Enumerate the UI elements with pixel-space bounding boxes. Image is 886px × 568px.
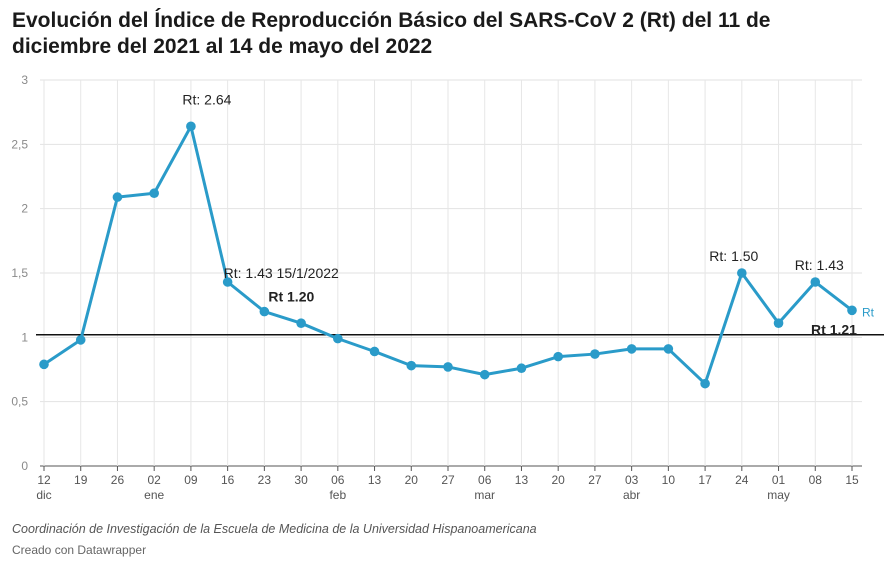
x-month-label: dic bbox=[36, 488, 51, 502]
x-tick-label: 20 bbox=[552, 473, 566, 487]
data-point bbox=[186, 121, 196, 132]
x-axis: 12 19 26 02 09 16 23 30 06 13 20 27 06 13 20 27 03 10 17 24… bbox=[36, 466, 859, 502]
x-month-label: abr bbox=[623, 488, 640, 502]
annotation-layer: Rt Rt: 2.64 Rt: 1.43 15/1/2022 Rt 1.20 Rt: 1… bbox=[182, 91, 874, 337]
x-tick-label: 06 bbox=[331, 473, 345, 487]
y-axis: 0 0,5 1 1,5 2 2,5 3 bbox=[11, 73, 28, 473]
x-tick-label: 13 bbox=[368, 473, 382, 487]
data-annotation: Rt: 1.43 bbox=[795, 257, 844, 273]
data-point bbox=[259, 306, 270, 317]
data-point bbox=[700, 378, 710, 389]
x-tick-label: 10 bbox=[662, 473, 676, 487]
data-point bbox=[810, 277, 821, 287]
x-month-label: ene bbox=[144, 488, 164, 502]
data-annotation: Rt: 1.50 bbox=[709, 248, 758, 264]
x-tick-label: 01 bbox=[772, 473, 786, 487]
data-annotation: Rt: 2.64 bbox=[182, 91, 231, 107]
x-tick-label: 26 bbox=[111, 473, 125, 487]
data-point bbox=[516, 363, 527, 374]
x-month-label: may bbox=[767, 488, 790, 502]
grid-layer bbox=[40, 79, 862, 467]
x-tick-label: 27 bbox=[588, 473, 602, 487]
x-tick-label: 16 bbox=[221, 473, 235, 487]
y-tick-label: 3 bbox=[21, 73, 28, 87]
credit-note: Creado con Datawrapper bbox=[12, 543, 147, 557]
y-tick-label: 2 bbox=[21, 202, 28, 216]
x-tick-label: 23 bbox=[258, 473, 272, 487]
data-point bbox=[847, 305, 857, 316]
x-tick-label: 17 bbox=[698, 473, 712, 487]
x-tick-label: 19 bbox=[74, 473, 88, 487]
x-tick-label: 03 bbox=[625, 473, 639, 487]
source-note: Coordinación de Investigación de la Escu… bbox=[12, 522, 537, 536]
y-tick-label: 1,5 bbox=[11, 266, 28, 280]
data-annotation: Rt: 1.43 15/1/2022 bbox=[224, 265, 339, 281]
x-tick-label: 02 bbox=[148, 473, 162, 487]
data-point bbox=[663, 344, 674, 354]
data-point bbox=[406, 360, 417, 371]
data-point bbox=[626, 344, 637, 354]
data-point bbox=[553, 351, 563, 362]
data-annotation: Rt 1.21 bbox=[811, 321, 857, 337]
data-point bbox=[112, 192, 123, 202]
x-tick-label: 24 bbox=[735, 473, 749, 487]
y-tick-label: 2,5 bbox=[11, 137, 28, 151]
x-tick-label: 08 bbox=[809, 473, 823, 487]
data-point bbox=[443, 362, 453, 372]
y-tick-label: 1 bbox=[21, 330, 28, 344]
x-tick-label: 09 bbox=[184, 473, 198, 487]
data-point bbox=[773, 318, 784, 328]
chart-title: Evolución del Índice de Reproducción Bás… bbox=[12, 9, 771, 58]
series-end-label: Rt bbox=[862, 305, 875, 319]
x-month-label: feb bbox=[329, 488, 346, 502]
data-point bbox=[479, 369, 490, 380]
x-month-label: mar bbox=[474, 488, 495, 502]
x-tick-label: 15 bbox=[845, 473, 859, 487]
x-tick-label: 30 bbox=[294, 473, 308, 487]
data-point bbox=[39, 359, 49, 370]
series-layer bbox=[39, 121, 857, 389]
data-point bbox=[149, 188, 159, 199]
y-tick-label: 0 bbox=[21, 459, 28, 473]
data-annotation: Rt 1.20 bbox=[268, 289, 314, 305]
y-tick-label: 0,5 bbox=[11, 395, 28, 409]
data-point bbox=[333, 333, 343, 344]
data-point bbox=[222, 277, 233, 287]
data-point bbox=[369, 346, 380, 357]
data-point bbox=[296, 318, 306, 328]
x-tick-label: 13 bbox=[515, 473, 529, 487]
data-point bbox=[590, 349, 600, 359]
x-tick-label: 27 bbox=[441, 473, 455, 487]
data-point bbox=[75, 335, 86, 345]
x-tick-label: 20 bbox=[405, 473, 419, 487]
x-tick-label: 06 bbox=[478, 473, 492, 487]
data-point bbox=[737, 268, 747, 278]
x-tick-label: 12 bbox=[37, 473, 51, 487]
